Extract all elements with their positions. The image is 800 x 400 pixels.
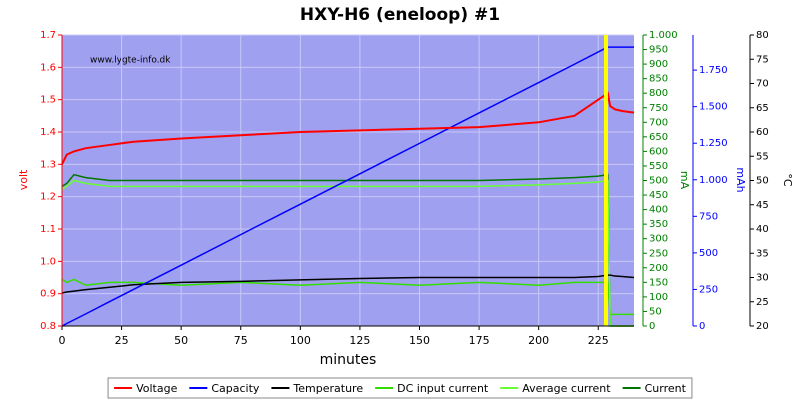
y-tick-label: 0.8 [40, 321, 56, 332]
y2-tick-label: 750 [649, 103, 668, 114]
x-axis-title: minutes [320, 352, 377, 368]
y4-tick-label: 35 [756, 248, 769, 259]
y4-tick-label: 70 [756, 79, 769, 90]
y4-axis-title: °C [781, 173, 794, 187]
y2-tick-label: 50 [649, 306, 662, 317]
y4-tick-label: 40 [756, 224, 769, 235]
y3-tick-label: 500 [699, 248, 718, 259]
legend-label: DC input current [397, 382, 489, 395]
y-tick-label: 1.5 [40, 95, 56, 106]
y3-tick-label: 1.000 [699, 175, 728, 186]
y4-tick-label: 20 [756, 321, 769, 332]
y-tick-label: 1.2 [40, 192, 56, 203]
chart-title: HXY-H6 (eneloop) #1 [300, 5, 500, 25]
legend-box [107, 377, 693, 399]
y2-tick-label: 800 [649, 88, 668, 99]
y2-tick-label: 900 [649, 59, 668, 70]
y2-tick-label: 400 [649, 205, 668, 216]
y-tick-label: 0.9 [40, 289, 56, 300]
y-tick-label: 1.6 [40, 62, 56, 73]
end-marker [604, 35, 608, 326]
legend-label: Average current [522, 382, 611, 395]
y2-axis-title: mA [678, 171, 691, 190]
y3-tick-label: 1.250 [699, 138, 728, 149]
legend-label: Voltage [136, 382, 177, 395]
y2-tick-label: 350 [649, 219, 668, 230]
y4-tick-label: 50 [756, 176, 769, 187]
y2-tick-label: 1.000 [649, 30, 678, 41]
y3-tick-label: 250 [699, 284, 718, 295]
x-tick-label: 75 [234, 334, 248, 347]
y3-tick-label: 750 [699, 211, 718, 222]
y2-tick-label: 950 [649, 45, 668, 56]
y-tick-label: 1.3 [40, 159, 56, 170]
y-tick-label: 1.1 [40, 224, 56, 235]
y4-tick-label: 55 [756, 151, 769, 162]
y2-tick-label: 550 [649, 161, 668, 172]
series-line [61, 46, 634, 327]
y2-tick-label: 450 [649, 190, 668, 201]
y2-tick-label: 700 [649, 117, 668, 128]
legend-label: Current [645, 382, 687, 395]
y-tick-label: 1.7 [40, 30, 56, 41]
y2-tick-label: 200 [649, 263, 668, 274]
x-tick-label: 50 [174, 334, 188, 347]
y4-tick-label: 65 [756, 103, 769, 114]
y-tick-label: 1.0 [40, 256, 56, 267]
watermark: www.lygte-info.dk [90, 56, 171, 66]
series-line [61, 274, 635, 294]
y4-tick-label: 80 [756, 30, 769, 41]
legend-label: Capacity [211, 382, 260, 395]
y2-tick-label: 300 [649, 234, 668, 245]
y-tick-label: 1.4 [40, 127, 56, 138]
y2-tick-label: 100 [649, 292, 668, 303]
y2-tick-label: 600 [649, 146, 668, 157]
y4-tick-label: 60 [756, 127, 769, 138]
x-tick-label: 125 [349, 334, 370, 347]
x-tick-label: 150 [409, 334, 430, 347]
series-line [61, 179, 634, 327]
y4-tick-label: 75 [756, 54, 769, 65]
x-tick-label: 100 [290, 334, 311, 347]
x-tick-label: 175 [469, 334, 490, 347]
legend: Voltage Capacity Temperature DC input curre… [107, 377, 693, 399]
y2-tick-label: 0 [649, 321, 655, 332]
y3-axis-title: mAh [734, 167, 747, 192]
y4-tick-label: 25 [756, 297, 769, 308]
y3-tick-label: 1.750 [699, 65, 728, 76]
y4-tick-label: 30 [756, 273, 769, 284]
y2-tick-label: 500 [649, 176, 668, 187]
series-line [61, 91, 635, 165]
y2-tick-label: 650 [649, 132, 668, 143]
series-group [61, 46, 635, 327]
y-axis-title: volt [17, 169, 30, 190]
y4-tick-label: 45 [756, 200, 769, 211]
y2-tick-label: 850 [649, 74, 668, 85]
legend-label: Temperature [292, 382, 363, 395]
y3-tick-label: 0 [699, 321, 705, 332]
x-tick-label: 0 [59, 334, 66, 347]
axes: 0 25 50 75 100 125 150 175 200 2250.80.91.01.11.2… [40, 30, 769, 347]
x-tick-label: 225 [588, 334, 609, 347]
y2-tick-label: 150 [649, 277, 668, 288]
x-tick-label: 25 [115, 334, 129, 347]
x-tick-label: 200 [528, 334, 549, 347]
y3-tick-label: 1.500 [699, 102, 728, 113]
y2-tick-label: 250 [649, 248, 668, 259]
